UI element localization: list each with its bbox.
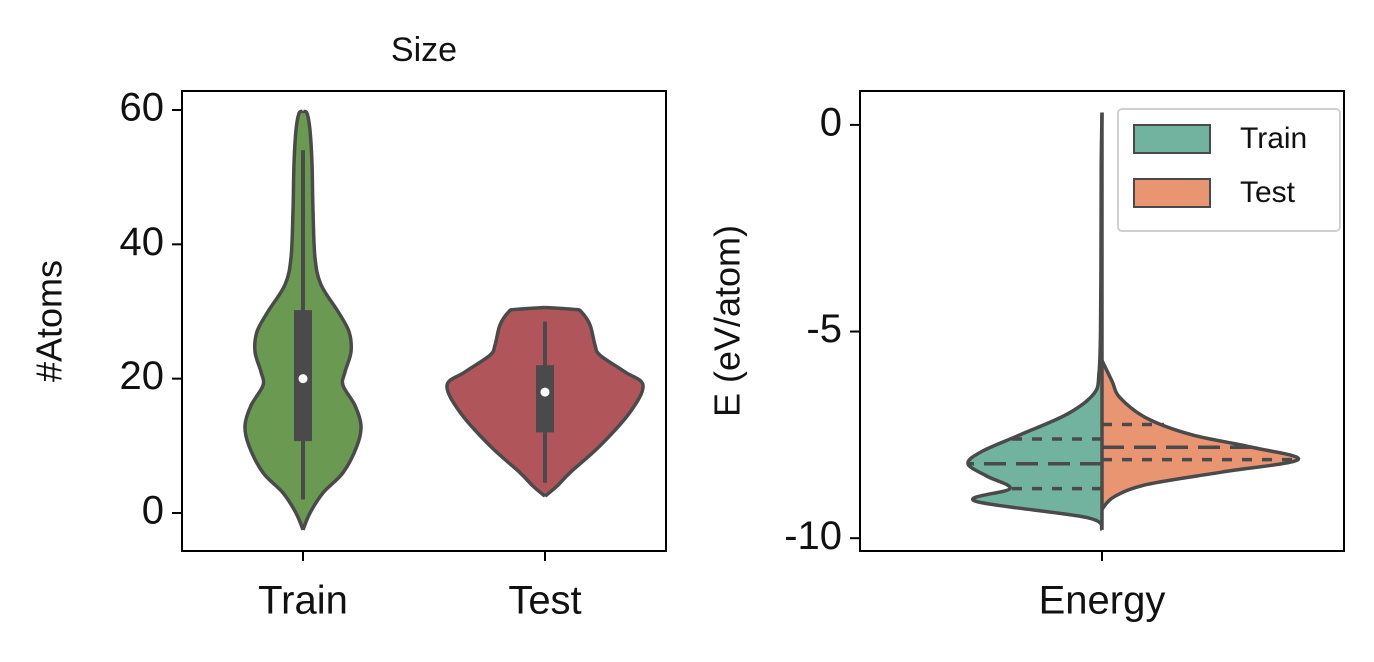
x-tick-label: Test bbox=[508, 579, 581, 623]
legend-label: Test bbox=[1240, 176, 1296, 209]
y-tick-label: 0 bbox=[142, 489, 164, 533]
violin-outline bbox=[243, 109, 305, 531]
violin-half bbox=[967, 112, 1102, 530]
legend-label: Train bbox=[1240, 122, 1307, 155]
axes-frame bbox=[859, 90, 1345, 552]
violin-half bbox=[303, 111, 362, 530]
y-tick-label: -10 bbox=[784, 514, 842, 558]
violin-outline bbox=[301, 109, 363, 531]
y-axis-label: #Atoms bbox=[29, 260, 70, 382]
violin-outline bbox=[1100, 359, 1300, 511]
x-tick-label: Energy bbox=[1039, 579, 1166, 623]
legend: Train Test bbox=[1117, 108, 1341, 232]
violin-half bbox=[244, 111, 303, 530]
violin-half bbox=[1102, 360, 1299, 510]
y-tick-label: 20 bbox=[120, 354, 165, 398]
chart-title: Size bbox=[391, 31, 457, 69]
axes-frame bbox=[181, 90, 667, 552]
y-tick-label: 40 bbox=[120, 220, 165, 264]
median bbox=[540, 387, 550, 397]
y-tick-label: 60 bbox=[120, 86, 165, 130]
violin-outline bbox=[445, 305, 547, 498]
legend-swatch bbox=[1133, 178, 1211, 208]
violin-half bbox=[446, 307, 545, 497]
y-tick-label: -5 bbox=[806, 307, 842, 351]
violin-half bbox=[545, 307, 644, 497]
x-tick-label: Train bbox=[258, 579, 348, 623]
median bbox=[298, 374, 308, 384]
y-axis-label: E (eV/atom) bbox=[707, 225, 748, 417]
violin-outline bbox=[543, 305, 645, 498]
legend-swatch bbox=[1133, 124, 1211, 154]
y-tick-label: 0 bbox=[820, 100, 842, 144]
box bbox=[536, 365, 554, 433]
